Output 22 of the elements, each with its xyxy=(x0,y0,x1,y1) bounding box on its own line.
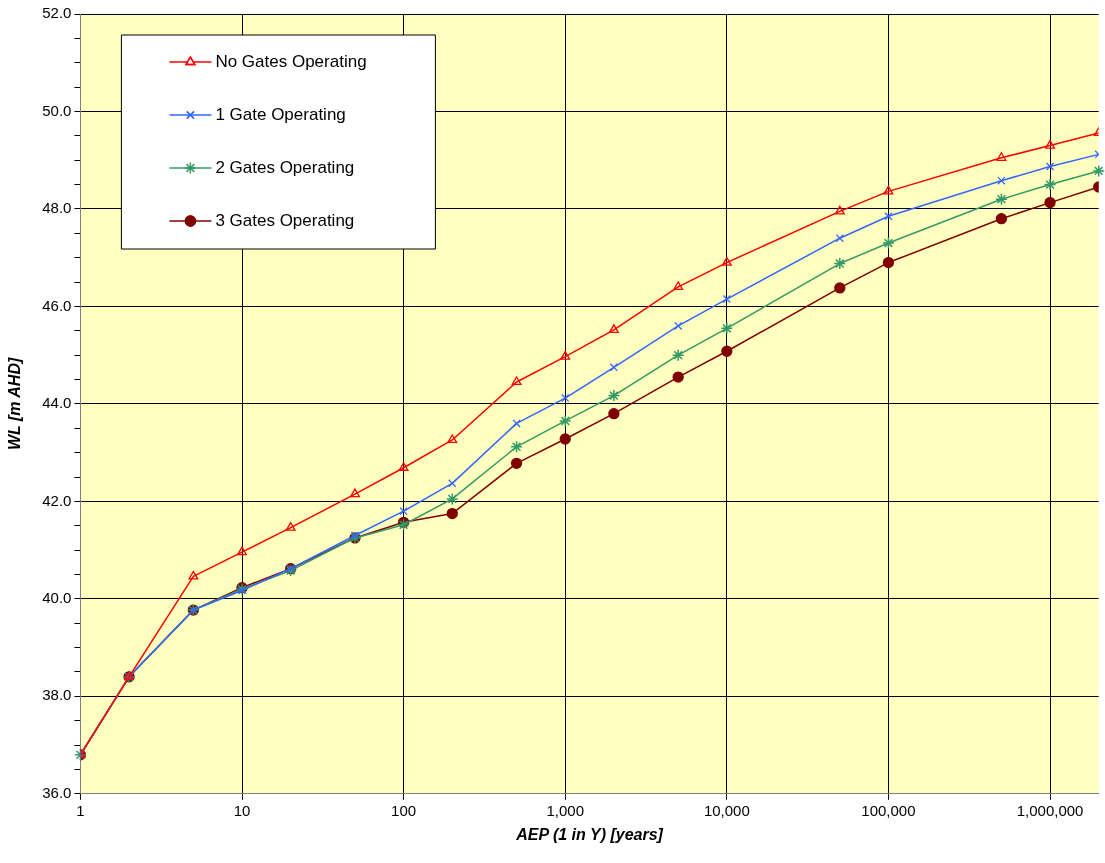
legend-label: 3 Gates Operating xyxy=(215,210,355,230)
y-tick-label: 38.0 xyxy=(42,686,72,704)
legend-label: 2 Gates Operating xyxy=(215,157,355,177)
y-tick-label: 42.0 xyxy=(42,491,72,509)
y-tick-label: 40.0 xyxy=(42,588,72,606)
y-tick-label: 50.0 xyxy=(42,101,72,119)
x-tick-label: 100,000 xyxy=(861,801,916,819)
y-tick-label: 44.0 xyxy=(42,394,72,412)
y-tick-label: 48.0 xyxy=(42,199,72,217)
legend-label: No Gates Operating xyxy=(215,51,367,71)
x-tick-label: 1,000 xyxy=(546,801,584,819)
x-tick-label: 10,000 xyxy=(703,801,750,819)
y-tick-label: 36.0 xyxy=(42,783,72,801)
x-tick-label: 1,000,000 xyxy=(1016,801,1084,819)
y-tick-label: 46.0 xyxy=(42,296,72,314)
x-axis-title: AEP (1 in Y) [years] xyxy=(515,825,664,843)
x-tick-label: 10 xyxy=(233,801,251,819)
y-axis-title: WL [m AHD] xyxy=(6,357,24,451)
x-tick-label: 1 xyxy=(76,801,85,819)
x-tick-label: 100 xyxy=(391,801,417,819)
legend-label: 1 Gate Operating xyxy=(215,104,346,124)
y-tick-label: 52.0 xyxy=(42,4,72,22)
